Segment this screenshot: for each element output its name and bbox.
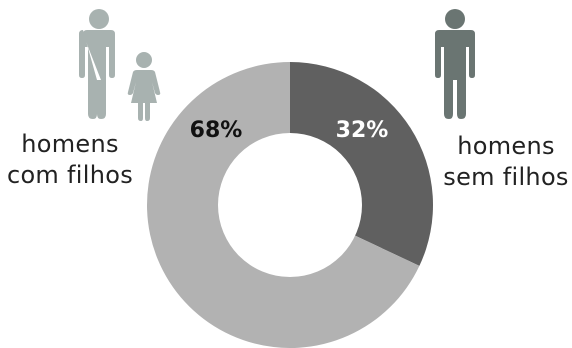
man-icon [79,9,115,119]
man-icon [435,9,475,119]
label-men-without-children: homens sem filhos [440,131,572,193]
donut-hole [218,133,362,277]
label-line: homens [21,130,119,158]
data-label-with-children: 68% [190,118,243,143]
girl-icon [127,52,161,121]
label-line: sem filhos [443,163,569,191]
data-label-without-children: 32% [336,118,389,143]
label-men-with-children: homens com filhos [0,129,140,191]
label-line: com filhos [6,161,134,189]
label-line: homens [457,132,555,160]
